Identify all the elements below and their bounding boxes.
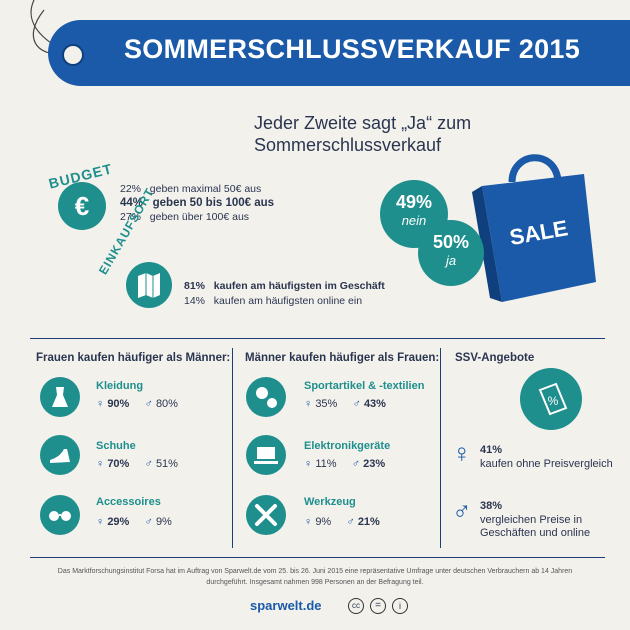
price-tag-icon: % [520, 368, 582, 430]
ssv-male-text2: Geschäften und online [480, 527, 591, 539]
sunglasses-icon [40, 495, 80, 535]
ja-label: ja [445, 253, 457, 268]
nein-label: nein [401, 213, 427, 228]
gender-stat: ♀ 70% ♂ 51% [96, 458, 178, 470]
einkaufsort-row: 14% kaufen am häufigsten online ein [184, 295, 363, 307]
category-label: Elektronikgeräte [304, 440, 391, 452]
ssv-female-pct: 41% [480, 444, 503, 456]
einkaufsort-row: 81% kaufen am häufigsten im Geschäft [184, 280, 385, 292]
gender-stat: ♀ 35% ♂ 43% [304, 398, 386, 410]
female-figure-icon: ♀ [452, 438, 472, 468]
category-label: Schuhe [96, 440, 136, 452]
headline-line2: Sommerschlussverkauf [254, 135, 442, 155]
ssv-title: SSV-Angebote [455, 352, 535, 364]
nein-pct: 49% [395, 192, 433, 212]
dress-icon [40, 377, 80, 417]
gender-stat: ♀ 29% ♂ 9% [96, 516, 172, 528]
laptop-icon [246, 435, 286, 475]
gender-stat: ♀ 90% ♂ 80% [96, 398, 178, 410]
column-divider [440, 348, 441, 548]
frauen-title: Frauen kaufen häufiger als Männer: [36, 352, 231, 364]
gender-stat: ♀ 11% ♂ 23% [304, 458, 386, 470]
ja-pct: 50% [432, 232, 470, 252]
budget-row: 44% geben 50 bis 100€ aus [120, 197, 275, 209]
svg-text:€: € [75, 191, 89, 221]
nd-icon: = [370, 598, 386, 614]
cc-icon: cc [348, 598, 364, 614]
ja-bubble: 50% ja [418, 220, 484, 286]
tools-icon [246, 495, 286, 535]
headline-line1: Jeder Zweite sagt „Ja“ zum [254, 113, 472, 133]
sparwelt-logo[interactable]: sparwelt.de [250, 598, 322, 613]
ssv-male-pct: 38% [480, 500, 503, 512]
gender-stat: ♀ 9% ♂ 21% [304, 516, 380, 528]
male-figure-icon: ♂ [452, 496, 472, 526]
category-label: Werkzeug [304, 496, 356, 508]
banner-title: SOMMERSCHLUSSVERKAUF 2015 [123, 34, 581, 64]
euro-icon: € [58, 182, 106, 230]
shoe-icon [40, 435, 80, 475]
ssv-male-text1: vergleichen Preise in [480, 514, 583, 526]
sale-bag-icon: SALE [472, 154, 596, 302]
footer-text: Das Marktforschungsinstitut Forsa hat im… [57, 568, 573, 586]
ssv-female-text: kaufen ohne Preisvergleich [480, 458, 613, 470]
budget-rows: 22% geben maximal 50€ aus 44% geben 50 b… [120, 183, 274, 223]
section-divider [30, 338, 605, 339]
svg-text:%: % [548, 394, 559, 408]
sports-icon [246, 377, 286, 417]
column-divider [232, 348, 233, 548]
category-label: Accessoires [96, 496, 161, 508]
budget-row: 27% geben über 100€ aus [120, 211, 250, 223]
category-label: Kleidung [96, 380, 144, 392]
nein-bubble: 49% nein [380, 180, 448, 248]
headline: Jeder Zweite sagt „Ja“ zum Sommerschluss… [254, 112, 471, 156]
category-label: Sportartikel & -textilien [304, 380, 425, 392]
map-icon [126, 262, 172, 308]
banner-tag [48, 20, 630, 86]
budget-row: 22% geben maximal 50€ aus [120, 183, 262, 195]
einkaufsort-rows: 81% kaufen am häufigsten im Geschäft 14%… [184, 280, 385, 307]
maenner-title: Männer kaufen häufiger als Frauen: [245, 352, 440, 364]
tag-hole [62, 44, 84, 66]
footer-divider [30, 557, 605, 558]
by-icon: i [392, 598, 408, 614]
